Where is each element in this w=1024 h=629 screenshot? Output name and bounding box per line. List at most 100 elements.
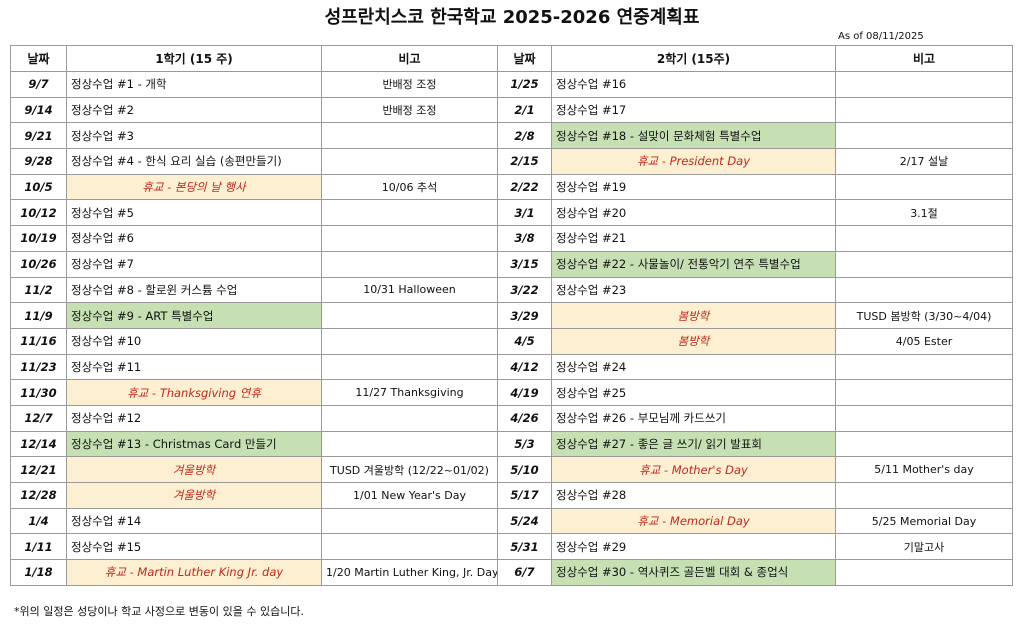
- class-cell: 정상수업 #5: [66, 199, 322, 227]
- date-cell: 11/16: [10, 327, 67, 355]
- date-cell: 9/14: [10, 96, 67, 124]
- class-cell: 정상수업 #24: [551, 353, 836, 381]
- note-cell: 10/06 추석: [321, 173, 498, 201]
- class-cell: 정상수업 #2: [66, 96, 322, 124]
- date-cell: 12/28: [10, 482, 67, 509]
- date-cell: 4/26: [497, 404, 552, 432]
- date-cell: 4/12: [497, 353, 552, 381]
- table-row: 9/28 정상수업 #4 - 한식 요리 실습 (송편만들기) 2/15 휴교 - P…: [10, 148, 1013, 175]
- note-cell: [321, 507, 498, 535]
- note-cell: 1/01 New Year's Day: [321, 482, 498, 509]
- class-cell: 정상수업 #25: [551, 379, 836, 406]
- table-row: 11/16 정상수업 #10 4/5 봄방학 4/05 Ester: [10, 327, 1013, 355]
- date-cell: 10/19: [10, 225, 67, 252]
- class-cell: 정상수업 #21: [551, 225, 836, 252]
- header-cell: 비고: [835, 45, 1013, 72]
- note-cell: [835, 559, 1013, 586]
- table-row: 1/4 정상수업 #14 5/24 휴교 - Memorial Day 5/25 Mem…: [10, 507, 1013, 535]
- note-cell: 반배정 조정: [321, 96, 498, 124]
- table-row: 11/23 정상수업 #11 4/12 정상수업 #24: [10, 353, 1013, 381]
- note-cell: [321, 404, 498, 432]
- note-cell: [835, 173, 1013, 201]
- date-cell: 5/31: [497, 533, 552, 561]
- table-row: 11/2 정상수업 #8 - 할로윈 커스튬 수업 10/31 Halloween 3…: [10, 276, 1013, 304]
- date-cell: 2/22: [497, 173, 552, 201]
- date-cell: 10/26: [10, 250, 67, 278]
- note-cell: 5/11 Mother's day: [835, 456, 1013, 483]
- note-cell: [835, 71, 1013, 98]
- note-cell: 3.1절: [835, 199, 1013, 227]
- note-cell: 4/05 Ester: [835, 327, 1013, 355]
- table-row: 9/7 정상수업 #1 - 개학 반배정 조정 1/25 정상수업 #16: [10, 71, 1013, 98]
- note-cell: 1/20 Martin Luther King, Jr. Day: [321, 559, 498, 586]
- table-row: 10/19 정상수업 #6 3/8 정상수업 #21: [10, 225, 1013, 252]
- note-cell: [321, 533, 498, 561]
- class-cell: 정상수업 #6: [66, 225, 322, 252]
- note-cell: [321, 302, 498, 329]
- date-cell: 3/22: [497, 276, 552, 304]
- class-cell: 휴교 - Memorial Day: [551, 507, 836, 535]
- class-cell: 정상수업 #15: [66, 533, 322, 561]
- table-row: 10/12 정상수업 #5 3/1 정상수업 #20 3.1절: [10, 199, 1013, 227]
- class-cell: 휴교 - Thanksgiving 연휴: [66, 379, 322, 406]
- class-cell: 정상수업 #17: [551, 96, 836, 124]
- class-cell: 겨울방학: [66, 456, 322, 483]
- class-cell: 정상수업 #20: [551, 199, 836, 227]
- class-cell: 봄방학: [551, 327, 836, 355]
- note-cell: 반배정 조정: [321, 71, 498, 98]
- header-cell: 2학기 (15주): [551, 45, 836, 72]
- date-cell: 5/24: [497, 507, 552, 535]
- class-cell: 정상수업 #8 - 할로윈 커스튬 수업: [66, 276, 322, 304]
- date-cell: 2/8: [497, 122, 552, 150]
- note-cell: 5/25 Memorial Day: [835, 507, 1013, 535]
- class-cell: 정상수업 #3: [66, 122, 322, 150]
- note-cell: [321, 250, 498, 278]
- note-cell: [835, 404, 1013, 432]
- date-cell: 3/29: [497, 302, 552, 329]
- header-cell: 1학기 (15 주): [66, 45, 322, 72]
- note-cell: [321, 430, 498, 458]
- date-cell: 5/10: [497, 456, 552, 483]
- date-cell: 3/8: [497, 225, 552, 252]
- note-cell: [321, 353, 498, 381]
- class-cell: 정상수업 #1 - 개학: [66, 71, 322, 98]
- class-cell: 정상수업 #22 - 사물놀이/ 전통악기 연주 특별수업: [551, 250, 836, 278]
- class-cell: 정상수업 #13 - Christmas Card 만들기: [66, 430, 322, 458]
- table-row: 12/21 겨울방학 TUSD 겨울방학 (12/22~01/02) 5/10 휴교 -…: [10, 456, 1013, 483]
- class-cell: 정상수업 #7: [66, 250, 322, 278]
- note-cell: [321, 199, 498, 227]
- class-cell: 휴교 - Mother's Day: [551, 456, 836, 483]
- header-cell: 날짜: [10, 45, 67, 72]
- class-cell: 정상수업 #27 - 좋은 글 쓰기/ 읽기 발표회: [551, 430, 836, 458]
- note-cell: 10/31 Halloween: [321, 276, 498, 304]
- date-cell: 1/25: [497, 71, 552, 98]
- class-cell: 정상수업 #4 - 한식 요리 실습 (송편만들기): [66, 148, 322, 175]
- date-cell: 12/7: [10, 404, 67, 432]
- class-cell: 정상수업 #16: [551, 71, 836, 98]
- header-row: 날짜 1학기 (15 주) 비고 날짜 2학기 (15주) 비고: [10, 45, 1013, 72]
- note-cell: TUSD 봄방학 (3/30~4/04): [835, 302, 1013, 329]
- note-cell: [835, 353, 1013, 381]
- table-row: 9/21 정상수업 #3 2/8 정상수업 #18 - 설맞이 문화체험 특별수업: [10, 122, 1013, 150]
- date-cell: 11/9: [10, 302, 67, 329]
- class-cell: 휴교 - President Day: [551, 148, 836, 175]
- note-cell: [835, 379, 1013, 406]
- date-cell: 4/5: [497, 327, 552, 355]
- class-cell: 정상수업 #19: [551, 173, 836, 201]
- date-cell: 5/3: [497, 430, 552, 458]
- class-cell: 정상수업 #14: [66, 507, 322, 535]
- table-row: 9/14 정상수업 #2 반배정 조정 2/1 정상수업 #17: [10, 96, 1013, 124]
- table-row: 12/14 정상수업 #13 - Christmas Card 만들기 5/3 정상수…: [10, 430, 1013, 458]
- footnote: *위의 일정은 성당이나 학교 사정으로 변동이 있을 수 있습니다.: [14, 605, 304, 618]
- class-cell: 휴교 - Martin Luther King Jr. day: [66, 559, 322, 586]
- date-cell: 10/12: [10, 199, 67, 227]
- note-cell: [835, 482, 1013, 509]
- class-cell: 휴교 - 본당의 날 행사: [66, 173, 322, 201]
- note-cell: [835, 276, 1013, 304]
- date-cell: 6/7: [497, 559, 552, 586]
- note-cell: [321, 225, 498, 252]
- note-cell: [321, 148, 498, 175]
- header-cell: 비고: [321, 45, 498, 72]
- date-cell: 3/1: [497, 199, 552, 227]
